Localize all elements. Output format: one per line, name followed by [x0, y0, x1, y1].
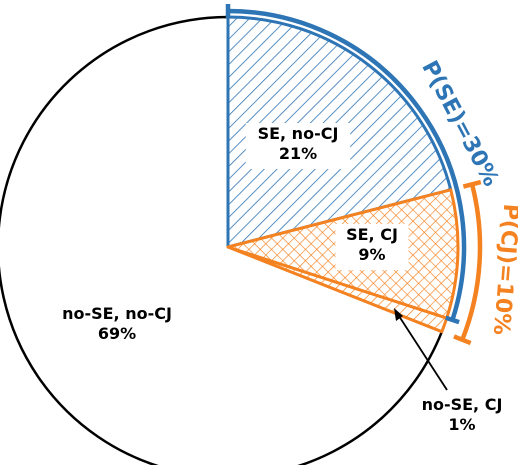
label-p-cj: P(CJ)=10% [488, 203, 518, 336]
svg-text:21%: 21% [279, 144, 317, 163]
svg-text:1%: 1% [448, 415, 475, 434]
label-no-se-cj: no-SE, CJ1% [394, 308, 502, 434]
pie-slice-no-se-no-cj [0, 15, 444, 465]
svg-text:69%: 69% [98, 324, 136, 343]
label-se-cj: SE, CJ9% [335, 224, 409, 270]
svg-text:9%: 9% [358, 245, 385, 264]
svg-text:SE, CJ: SE, CJ [346, 225, 398, 244]
bracket-p-se [225, 4, 467, 325]
svg-text:SE, no-CJ: SE, no-CJ [258, 124, 339, 143]
svg-text:no-SE, CJ: no-SE, CJ [422, 395, 503, 414]
bracket-p-cj [453, 179, 483, 346]
svg-text:no-SE, no-CJ: no-SE, no-CJ [62, 304, 172, 323]
